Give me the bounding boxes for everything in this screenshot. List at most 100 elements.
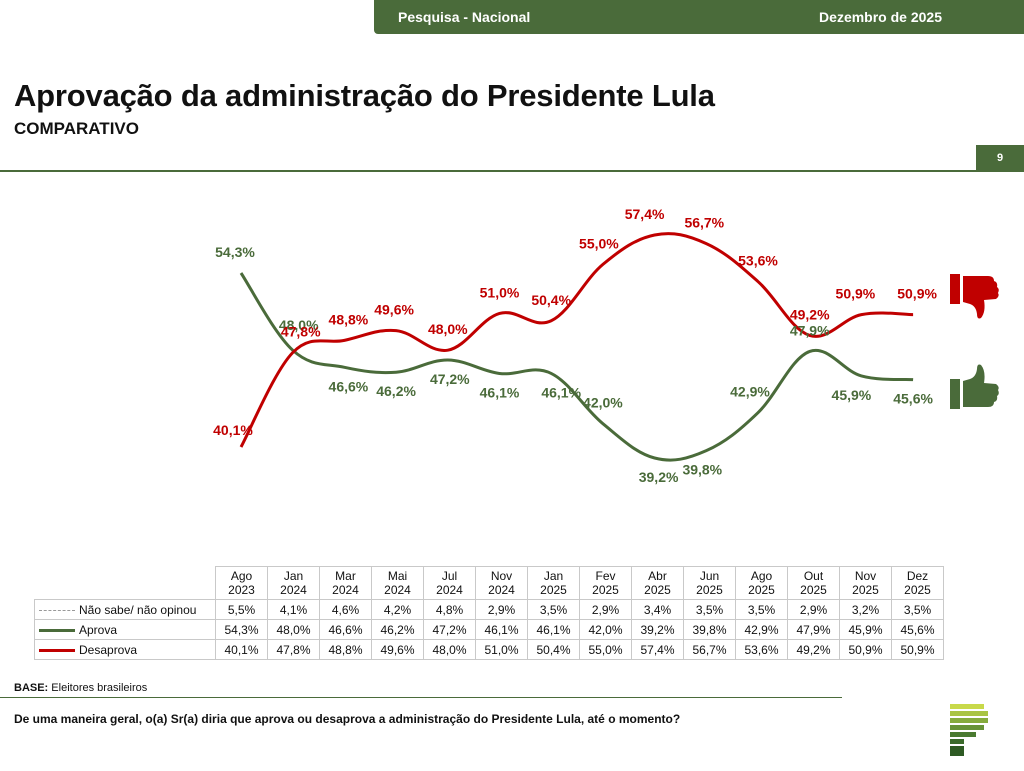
- table-cell: 4,1%: [267, 599, 320, 620]
- table-cell: 46,2%: [371, 619, 424, 640]
- data-label-aprova: 45,6%: [893, 391, 933, 407]
- legend-swatch: [39, 628, 75, 632]
- data-label-aprova: 46,1%: [541, 384, 581, 400]
- table-month-header: Abr 2025: [631, 566, 684, 600]
- table-cell: 39,2%: [631, 619, 684, 640]
- table-row: Aprova 54,3% 48,0% 46,6% 46,2% 47,2% 46,1% 46,1…: [34, 619, 944, 640]
- table-month-header: Jun 2025: [683, 566, 736, 600]
- data-label-aprova: 39,8%: [682, 462, 722, 478]
- table-cell: 47,2%: [423, 619, 476, 640]
- survey-question: De uma maneira geral, o(a) Sr(a) diria q…: [14, 712, 681, 726]
- table-cell: 47,8%: [267, 639, 320, 660]
- table-month-header: Nov 2025: [839, 566, 892, 600]
- data-label-desaprova: 47,8%: [281, 324, 321, 340]
- base-note: BASE: Eleitores brasileiros: [14, 682, 148, 694]
- data-label-aprova: 46,2%: [376, 383, 416, 399]
- table-cell: 51,0%: [475, 639, 528, 660]
- institute-logo: [950, 704, 988, 756]
- data-label-desaprova: 53,6%: [738, 253, 778, 269]
- approval-line-chart: 54,3%48,0%46,6% 46,2%47,2%46,1% 46,1%42,0%…: [213, 206, 937, 485]
- table-cell: 3,5%: [683, 599, 736, 620]
- table-month-header: Mar 2024: [319, 566, 372, 600]
- data-label-aprova: 42,0%: [583, 395, 623, 411]
- table-cell: 3,4%: [631, 599, 684, 620]
- table-cell: 49,2%: [787, 639, 840, 660]
- table-cell: 4,8%: [423, 599, 476, 620]
- table-cell: 55,0%: [579, 639, 632, 660]
- data-label-aprova: 42,9%: [730, 384, 770, 400]
- data-label-desaprova: 57,4%: [625, 206, 665, 222]
- data-label-desaprova: 49,2%: [790, 306, 830, 322]
- data-label-desaprova: 55,0%: [579, 235, 619, 251]
- table-cell: 48,0%: [423, 639, 476, 660]
- table-cell: 56,7%: [683, 639, 736, 660]
- thumbs-up-icon: [950, 364, 999, 409]
- table-cell: 49,6%: [371, 639, 424, 660]
- table-row: Não sabe/ não opinou 5,5% 4,1% 4,6% 4,2% 4,8%…: [34, 599, 944, 620]
- table-cell: 47,9%: [787, 619, 840, 640]
- data-label-aprova: 46,6%: [329, 378, 369, 394]
- table-cell: 42,9%: [735, 619, 788, 640]
- survey-date: Dezembro de 2025: [819, 9, 942, 25]
- header-divider: [0, 170, 1024, 172]
- data-label-aprova: 46,1%: [480, 384, 520, 400]
- table-month-header: Dez 2025: [891, 566, 944, 600]
- table-cell: 48,0%: [267, 619, 320, 640]
- table-cell: 50,9%: [839, 639, 892, 660]
- header-bar: Pesquisa - Nacional Dezembro de 2025: [374, 0, 1024, 34]
- page-subtitle: COMPARATIVO: [14, 119, 139, 138]
- thumbs-down-icon: [950, 274, 999, 319]
- data-label-aprova: 47,9%: [790, 322, 830, 338]
- data-label-desaprova: 50,9%: [897, 286, 937, 302]
- table-month-header: Jul 2024: [423, 566, 476, 600]
- table-cell: 54,3%: [215, 619, 268, 640]
- row-label: Não sabe/ não opinou: [34, 599, 216, 620]
- data-label-desaprova: 40,1%: [213, 422, 253, 438]
- page-title: Aprovação da administração do Presidente…: [14, 78, 715, 113]
- footer-divider: [0, 697, 842, 698]
- table-cell: 2,9%: [787, 599, 840, 620]
- table-month-header: Fev 2025: [579, 566, 632, 600]
- data-label-aprova: 39,2%: [639, 469, 679, 485]
- table-cell: 46,1%: [527, 619, 580, 640]
- data-label-aprova: 54,3%: [215, 244, 255, 260]
- table-month-header: Ago 2023: [215, 566, 268, 600]
- table-cell: 46,1%: [475, 619, 528, 640]
- data-label-desaprova: 50,4%: [531, 292, 571, 308]
- table-cell: 5,5%: [215, 599, 268, 620]
- table-cell: 50,4%: [527, 639, 580, 660]
- data-label-desaprova: 56,7%: [684, 215, 724, 231]
- table-cell: 39,8%: [683, 619, 736, 640]
- table-month-header: Jan 2025: [527, 566, 580, 600]
- data-label-aprova: 47,2%: [430, 371, 470, 387]
- survey-name: Pesquisa - Nacional: [398, 9, 531, 25]
- data-label-desaprova: 51,0%: [480, 284, 520, 300]
- data-label-desaprova: 49,6%: [374, 302, 414, 318]
- row-label: Desaprova: [34, 639, 216, 660]
- data-label-aprova: 48,0%: [279, 317, 319, 333]
- table-cell: 3,2%: [839, 599, 892, 620]
- table-cell: 4,6%: [319, 599, 372, 620]
- data-label-desaprova: 50,9%: [836, 286, 876, 302]
- table-cell: 40,1%: [215, 639, 268, 660]
- table-cell: 50,9%: [891, 639, 944, 660]
- legend-swatch: [39, 648, 75, 652]
- legend-swatch: [39, 609, 75, 611]
- table-cell: 53,6%: [735, 639, 788, 660]
- table-cell: 2,9%: [475, 599, 528, 620]
- table-cell: 2,9%: [579, 599, 632, 620]
- table-cell: 3,5%: [735, 599, 788, 620]
- data-label-aprova: 45,9%: [832, 387, 872, 403]
- table-month-header: Ago 2025: [735, 566, 788, 600]
- page-number: 9: [976, 145, 1024, 171]
- table-cell: 48,8%: [319, 639, 372, 660]
- data-label-desaprova: 48,0%: [428, 321, 468, 337]
- data-label-desaprova: 48,8%: [329, 311, 369, 327]
- table-cell: 45,6%: [891, 619, 944, 640]
- table-cell: 57,4%: [631, 639, 684, 660]
- series-line-aprova: [239, 272, 914, 462]
- table-cell: 45,9%: [839, 619, 892, 640]
- row-label: Aprova: [34, 619, 216, 640]
- table-month-header: Jan 2024: [267, 566, 320, 600]
- table-cell: 46,6%: [319, 619, 372, 640]
